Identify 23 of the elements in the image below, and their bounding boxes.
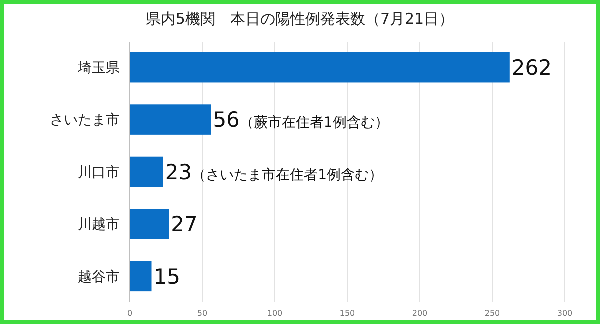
x-tick-label: 200: [412, 309, 428, 318]
bar: [130, 261, 152, 292]
y-tick-label: さいたま市: [50, 112, 120, 129]
chart-title: 県内5機関 本日の陽性例発表数（7月21日）: [146, 10, 454, 28]
data-label: 15: [154, 264, 180, 289]
data-label: 56（蕨市在住者1例含む）: [213, 108, 389, 132]
x-tick-label: 150: [340, 309, 356, 318]
y-tick-label: 川越市: [78, 217, 120, 234]
bar: [130, 104, 212, 135]
x-tick-label: 50: [197, 309, 208, 318]
y-tick-label: 川口市: [78, 164, 120, 181]
data-label: 23（さいたま市在住者1例含む）: [165, 160, 384, 184]
x-tick-label: 0: [127, 309, 133, 318]
y-tick-label: 越谷市: [78, 269, 120, 286]
bar: [130, 52, 510, 83]
x-tick-label: 300: [557, 309, 573, 318]
y-tick-label: 埼玉県: [77, 60, 120, 76]
data-label: 27: [171, 212, 198, 237]
bar: [130, 156, 164, 188]
bar: [130, 209, 170, 240]
x-tick-label: 100: [267, 309, 283, 318]
data-label: 262: [512, 56, 552, 80]
x-tick-label: 250: [484, 309, 500, 318]
